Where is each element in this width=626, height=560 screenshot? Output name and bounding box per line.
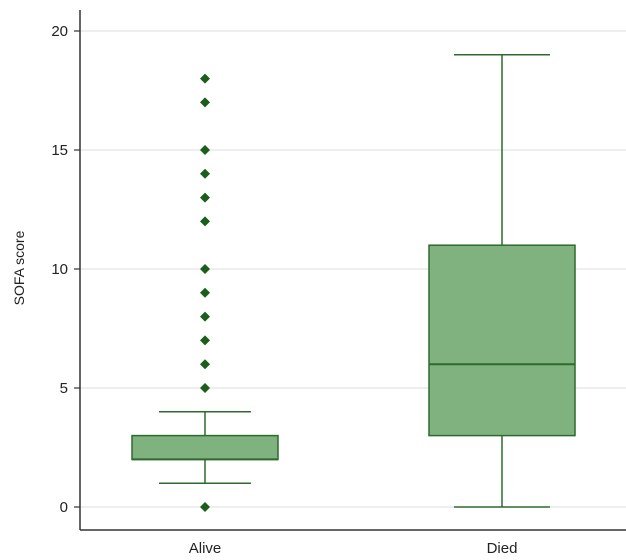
outlier-point-17	[200, 97, 210, 108]
y-axis-ticks: 0 5 10 15 20	[51, 23, 80, 516]
y-tick-label-15: 15	[51, 142, 68, 159]
x-category-label-died: Died	[487, 540, 518, 557]
outlier-point-5	[200, 383, 210, 393]
y-tick-label-0: 0	[60, 499, 68, 516]
outlier-point-12	[200, 216, 210, 227]
outlier-point-0	[200, 502, 210, 512]
y-tick-label-10: 10	[51, 261, 68, 278]
y-tick-label-20: 20	[51, 23, 68, 40]
x-axis-categories: Alive Died	[189, 540, 518, 557]
outlier-point-8	[200, 311, 210, 322]
y-axis-title: SOFA score	[11, 230, 27, 305]
outlier-point-15	[200, 145, 210, 155]
x-category-label-alive: Alive	[189, 540, 222, 557]
outlier-point-10	[200, 264, 210, 274]
outlier-point-9	[200, 287, 210, 298]
outlier-point-7	[200, 335, 210, 346]
plot-area	[131, 54, 576, 512]
y-tick-label-5: 5	[60, 380, 68, 397]
outlier-point-13	[200, 192, 210, 203]
outlier-point-18	[200, 73, 210, 84]
outlier-point-6	[200, 359, 210, 370]
box-died	[428, 54, 576, 508]
box-alive	[131, 73, 279, 512]
iqr-box	[428, 244, 576, 437]
outlier-point-14	[200, 168, 210, 179]
iqr-box	[131, 434, 279, 461]
